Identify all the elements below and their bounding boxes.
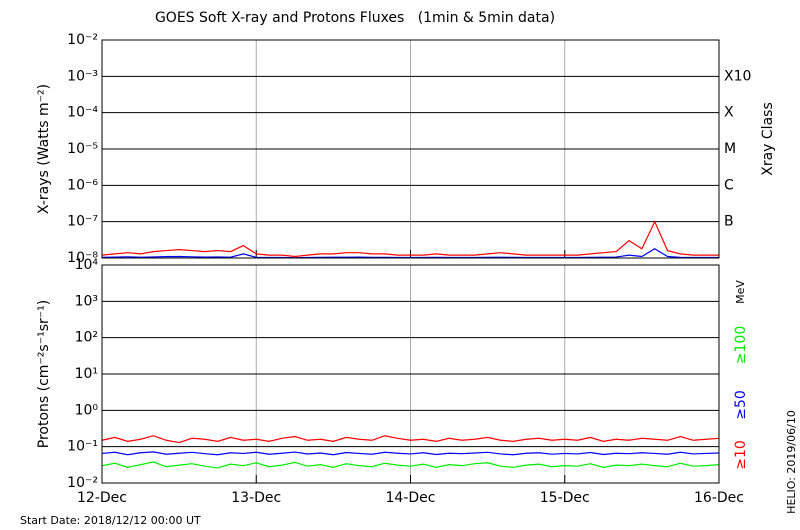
y-tick-label: 10⁻⁴ [67, 105, 98, 121]
x-tick-label: 12-Dec [77, 490, 127, 506]
y-tick-label: 10¹ [75, 366, 98, 382]
y-tick-label: 10⁻⁷ [67, 214, 98, 230]
series-line [101, 461, 720, 469]
legend-entry: ≥100 [733, 326, 749, 364]
x-tick-label: 15-Dec [540, 490, 590, 506]
y-tick-label: 10⁻² [67, 475, 98, 491]
y-tick-label: 10⁻⁸ [67, 250, 98, 266]
y-tick-label: 10⁻² [67, 32, 98, 48]
y-axis-label: Protons (cm⁻²s⁻¹sr⁻¹) [36, 300, 52, 449]
y-tick-label: 10³ [75, 293, 98, 309]
plot-frame [101, 39, 720, 259]
class-label: X [724, 105, 734, 121]
helio-date: HELIO: 2019/06/10 [785, 410, 798, 514]
plot-frame [101, 264, 720, 484]
x-tick-label: 14-Dec [386, 490, 436, 506]
y-tick-label: 10⁻³ [67, 68, 98, 84]
y-tick-label: 10⁴ [75, 257, 99, 273]
start-date: Start Date: 2018/12/12 00:00 UT [20, 514, 201, 527]
class-label: X10 [724, 68, 751, 84]
y-tick-label: 10⁻¹ [67, 439, 98, 455]
y-tick-label: 10⁻⁵ [67, 141, 98, 157]
y-tick-label: 10⁰ [75, 402, 99, 418]
series-line [101, 220, 719, 258]
y-axis-label: X-rays (Watts m⁻²) [36, 84, 52, 214]
series-line [101, 435, 720, 444]
legend-title: MeV [734, 280, 747, 304]
class-label: M [724, 141, 736, 157]
y-tick-label: 10² [75, 330, 98, 346]
y-tick-label: 10⁻⁶ [67, 177, 98, 193]
legend-entry: ≥10 [733, 440, 749, 470]
legend-entry: ≥50 [733, 390, 749, 420]
series-line [101, 451, 720, 456]
y2-axis-label: Xray Class [760, 102, 776, 176]
x-tick-label: 13-Dec [231, 490, 281, 506]
x-tick-label: 16-Dec [694, 490, 744, 506]
class-label: C [724, 177, 734, 193]
title: GOES Soft X-ray and Protons Fluxes (1min… [155, 10, 555, 26]
class-label: B [724, 214, 734, 230]
